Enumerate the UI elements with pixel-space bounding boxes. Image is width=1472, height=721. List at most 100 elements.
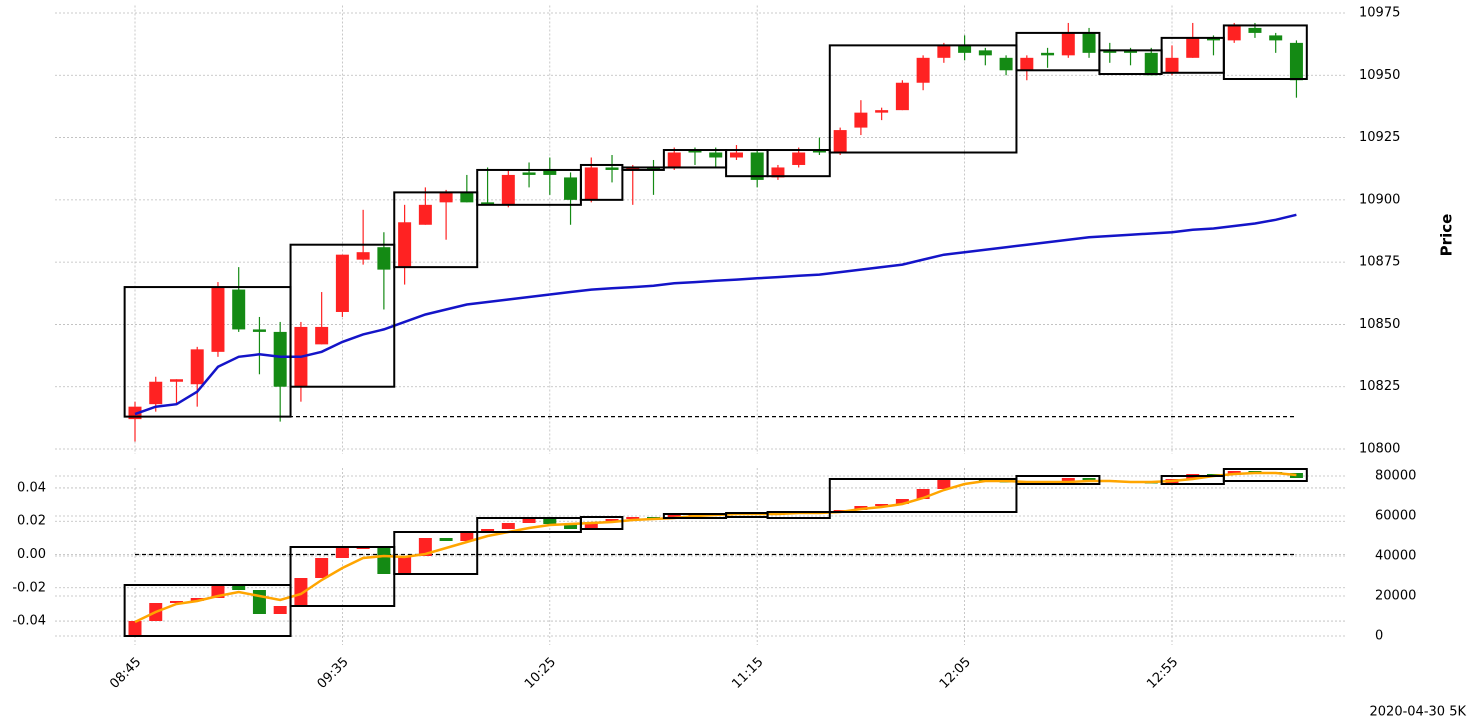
y-tick-label: -0.02: [12, 580, 46, 595]
candle-body: [1248, 27, 1262, 33]
candle-body: [937, 478, 951, 489]
candle-body: [1061, 478, 1075, 482]
range-box: [1222, 468, 1308, 482]
candle-body: [1082, 32, 1096, 53]
candle-body: [729, 152, 743, 158]
y2-tick-label: 20000: [1375, 589, 1416, 604]
candle-body: [916, 57, 930, 83]
candle-body: [564, 524, 578, 529]
candle-body: [439, 192, 453, 203]
y-tick-label: 10800: [1359, 442, 1400, 457]
candle-body: [1248, 471, 1262, 473]
x-tick-label: 10:25: [522, 655, 559, 692]
range-box: [828, 44, 1018, 154]
candle-body: [1165, 57, 1179, 73]
candle-body: [626, 167, 640, 170]
candle-body: [169, 379, 183, 382]
candle-body: [232, 585, 246, 590]
candle-body: [916, 489, 930, 499]
range-box: [289, 546, 396, 607]
range-box: [1015, 475, 1101, 485]
footer: 2020-04-30 5K: [1370, 705, 1467, 720]
candle-body: [667, 515, 681, 518]
candle-body: [833, 130, 847, 153]
candle-body: [958, 45, 972, 53]
candle-body: [169, 601, 183, 603]
candle-body: [356, 252, 370, 260]
range-box: [123, 584, 292, 637]
candle-body: [418, 538, 432, 556]
candle-body: [211, 287, 225, 352]
candle-body: [335, 254, 349, 312]
y-tick-label: 0.02: [17, 514, 46, 529]
candle-body: [771, 167, 785, 178]
candle-body: [1206, 37, 1220, 41]
candle-body: [543, 169, 557, 175]
y2-tick-label: 60000: [1375, 509, 1416, 524]
candle-body: [626, 517, 640, 519]
x-tick-label: 08:45: [107, 655, 144, 692]
range-box: [579, 516, 624, 530]
candle-body: [812, 150, 826, 153]
candle-body: [1124, 50, 1138, 53]
candle-body: [875, 110, 889, 113]
x-tick-label: 11:15: [729, 655, 766, 692]
candle-body: [1103, 50, 1117, 53]
candle-body: [481, 529, 495, 532]
x-tick-label: 12:55: [1144, 655, 1181, 692]
candle-body: [398, 222, 412, 268]
candle-body: [605, 167, 619, 170]
y-tick-label: 10900: [1359, 192, 1400, 207]
candle-body: [543, 519, 557, 524]
candle-body: [418, 204, 432, 225]
range-box: [766, 149, 831, 178]
y-tick-label: 10825: [1359, 379, 1400, 394]
candle-body: [149, 381, 163, 405]
candle-body: [1144, 52, 1158, 76]
candle-body: [584, 167, 598, 200]
y-tick-label: 10875: [1359, 255, 1400, 270]
candle-body: [978, 50, 992, 56]
candle-body: [377, 247, 391, 270]
range-box: [766, 511, 831, 519]
candle-body: [895, 499, 909, 504]
candle-body: [688, 150, 702, 153]
candle-body: [273, 606, 287, 614]
y-tick-label: -0.04: [12, 614, 46, 629]
candle-body: [667, 152, 681, 168]
moving-average-line: [134, 213, 1297, 416]
candle-body: [895, 82, 909, 111]
candle-body: [252, 590, 266, 614]
candle-body: [1061, 32, 1075, 56]
y-tick-label: 10850: [1359, 317, 1400, 332]
candle-body: [1082, 478, 1096, 480]
candle-body: [501, 174, 515, 205]
range-box: [393, 191, 479, 269]
y-tick-label: 10925: [1359, 130, 1400, 145]
x-tick-label: 12:05: [937, 655, 974, 692]
range-box: [828, 478, 1018, 513]
candle-body: [584, 522, 598, 529]
candle-body: [273, 331, 287, 387]
range-box: [393, 531, 479, 575]
candle-body: [564, 177, 578, 200]
candle-body: [647, 167, 660, 170]
y-axis-label: Price: [1438, 214, 1456, 257]
candle-body: [522, 172, 536, 175]
candle-body: [792, 152, 806, 165]
candle-body: [190, 349, 204, 385]
candle-body: [128, 621, 142, 636]
candle-body: [398, 556, 412, 574]
candle-body: [294, 578, 308, 606]
y2-tick-label: 80000: [1375, 469, 1416, 484]
candle-body: [875, 504, 889, 506]
y-tick-label: 0.04: [17, 480, 46, 495]
range-box: [621, 166, 665, 171]
candle-body: [1289, 473, 1303, 478]
candle-body: [377, 547, 391, 574]
candle-body: [460, 532, 474, 541]
range-box: [289, 243, 396, 388]
candle-body: [1041, 52, 1055, 56]
candle-body: [252, 329, 266, 332]
